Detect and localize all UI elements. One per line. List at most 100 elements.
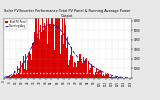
Bar — [65, 25, 66, 78]
Bar — [13, 73, 14, 78]
Bar — [104, 76, 105, 78]
Bar — [110, 77, 111, 78]
Bar — [90, 68, 91, 78]
Bar — [85, 59, 86, 78]
Bar — [48, 15, 49, 78]
Bar — [26, 70, 27, 78]
Bar — [35, 15, 36, 78]
Bar — [100, 70, 101, 78]
Bar — [78, 61, 79, 78]
Bar — [58, 15, 59, 78]
Bar — [44, 15, 45, 78]
Bar — [61, 35, 62, 78]
Bar — [14, 71, 15, 78]
Bar — [16, 73, 17, 78]
Bar — [57, 15, 58, 78]
Bar — [25, 54, 26, 78]
Bar — [15, 74, 16, 78]
Bar — [84, 61, 85, 78]
Bar — [88, 61, 89, 78]
Bar — [95, 72, 96, 78]
Bar — [67, 37, 68, 78]
Bar — [80, 54, 81, 78]
Bar — [118, 77, 119, 78]
Bar — [66, 48, 67, 78]
Bar — [111, 76, 112, 78]
Bar — [60, 54, 61, 78]
Bar — [6, 77, 7, 78]
Bar — [53, 24, 54, 78]
Bar — [71, 47, 72, 78]
Bar — [49, 24, 50, 78]
Bar — [106, 74, 107, 78]
Bar — [105, 74, 106, 78]
Bar — [119, 77, 120, 78]
Bar — [54, 58, 55, 78]
Bar — [40, 25, 41, 78]
Bar — [32, 43, 33, 78]
Bar — [30, 54, 31, 78]
Bar — [81, 61, 82, 78]
Bar — [51, 15, 52, 78]
Bar — [47, 44, 48, 78]
Bar — [27, 60, 28, 78]
Bar — [116, 77, 117, 78]
Bar — [86, 58, 87, 78]
Bar — [7, 76, 8, 78]
Bar — [36, 15, 37, 78]
Bar — [75, 63, 76, 78]
Bar — [73, 67, 74, 78]
Bar — [107, 73, 108, 78]
Bar — [42, 15, 43, 78]
Bar — [102, 76, 103, 78]
Bar — [115, 77, 116, 78]
Bar — [37, 37, 38, 78]
Bar — [74, 62, 75, 78]
Bar — [41, 32, 42, 78]
Bar — [97, 72, 98, 78]
Bar — [99, 70, 100, 78]
Bar — [68, 65, 69, 78]
Bar — [109, 77, 110, 78]
Bar — [56, 16, 57, 78]
Bar — [29, 52, 30, 78]
Bar — [94, 75, 95, 78]
Bar — [28, 53, 29, 78]
Bar — [43, 30, 44, 78]
Bar — [63, 44, 64, 78]
Bar — [92, 66, 93, 78]
Bar — [114, 77, 115, 78]
Bar — [11, 76, 12, 78]
Bar — [17, 66, 18, 78]
Bar — [59, 15, 60, 78]
Bar — [101, 71, 102, 78]
Bar — [34, 32, 35, 78]
Bar — [91, 64, 92, 78]
Bar — [9, 76, 10, 78]
Bar — [93, 73, 94, 78]
Bar — [18, 72, 19, 78]
Bar — [76, 67, 77, 78]
Bar — [46, 15, 47, 78]
Bar — [70, 55, 71, 78]
Bar — [21, 74, 22, 78]
Bar — [87, 73, 88, 78]
Bar — [31, 60, 32, 78]
Bar — [89, 70, 90, 78]
Bar — [83, 57, 84, 78]
Bar — [45, 26, 46, 78]
Bar — [55, 15, 56, 78]
Bar — [82, 63, 83, 78]
Bar — [8, 76, 9, 78]
Bar — [72, 56, 73, 78]
Bar — [50, 24, 51, 78]
Bar — [103, 74, 104, 78]
Bar — [10, 77, 11, 78]
Bar — [96, 68, 97, 78]
Bar — [39, 39, 40, 78]
Bar — [113, 77, 114, 78]
Bar — [24, 62, 25, 78]
Bar — [20, 61, 21, 78]
Bar — [112, 77, 113, 78]
Legend: Total PV Panel, Running Avg: Total PV Panel, Running Avg — [4, 19, 27, 28]
